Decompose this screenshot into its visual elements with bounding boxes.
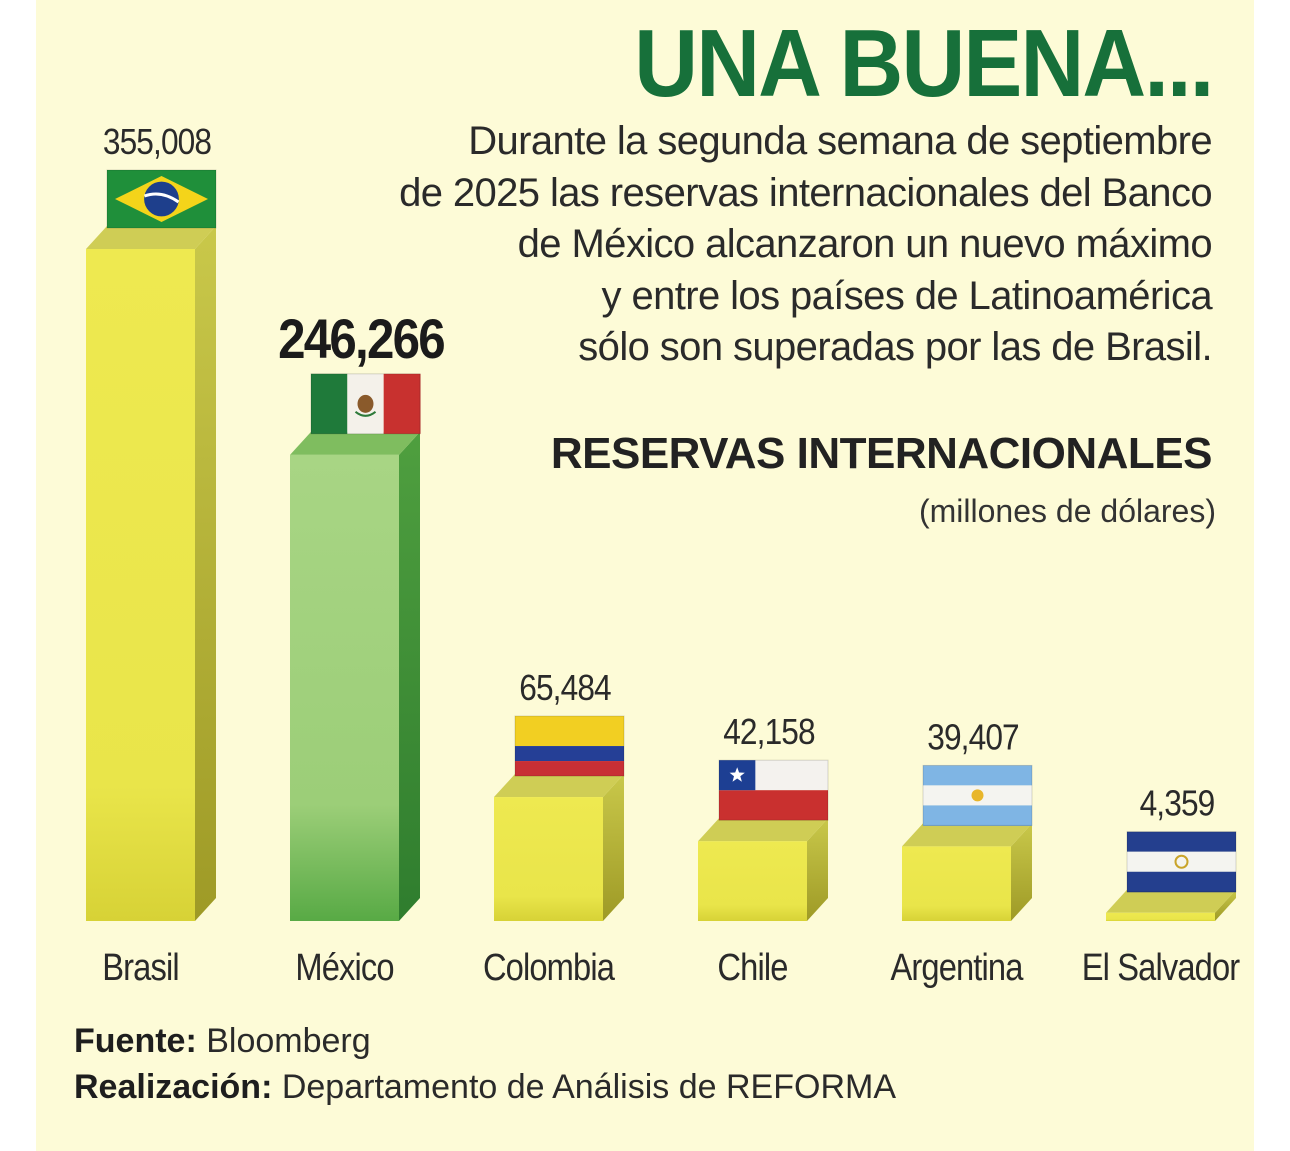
credit-line: Realización: Departamento de Análisis de… — [74, 1064, 896, 1110]
mexico-flag-icon — [310, 373, 421, 435]
bar-front — [86, 249, 195, 921]
bar-side — [807, 818, 828, 921]
chile-flag-icon — [718, 759, 829, 821]
bar-brasil: 355,008 Brasil — [86, 122, 217, 989]
bar-top — [494, 774, 624, 798]
bar-value-label: 4,359 — [1140, 784, 1215, 824]
intro-line: sólo son superadas por las de Brasil. — [578, 325, 1212, 369]
bar-value-label: 42,158 — [723, 712, 815, 752]
intro-text: Durante la segunda semana de septiembre … — [332, 116, 1213, 374]
colombia-flag-icon — [514, 715, 625, 777]
bar-top — [698, 818, 828, 842]
bar-front — [494, 797, 603, 921]
bar-front — [1106, 912, 1215, 921]
bar-front — [698, 841, 807, 921]
bar-colombia: 65,484 Colombia — [483, 668, 625, 989]
source-label: Fuente: — [74, 1022, 197, 1060]
category-label: El Salvador — [1082, 946, 1241, 989]
bar-value-label: 65,484 — [519, 668, 611, 708]
intro-line: de 2025 las reservas internacionales del… — [399, 170, 1213, 215]
bar-side — [1215, 889, 1236, 921]
intro-line: de México alcanzaron un nuevo máximo — [517, 222, 1213, 266]
intro-line: y entre los países de Latinoamérica — [601, 273, 1213, 318]
bar-chile: 42,158 Chile — [698, 712, 829, 989]
bar-value-label: 39,407 — [927, 718, 1019, 758]
source-line: Fuente: Bloomberg — [74, 1018, 896, 1064]
bar-value-label: 355,008 — [103, 122, 211, 162]
bar-chart: 355,008 Brasil 246,266 México 65,484 Colombia… — [86, 122, 1241, 989]
bar-side — [195, 226, 216, 921]
credit-label: Realización: — [74, 1068, 273, 1106]
bar-side — [1011, 823, 1032, 921]
bar-front — [290, 454, 399, 921]
bar-value-label: 246,266 — [278, 308, 444, 371]
argentina-flag-icon — [922, 764, 1033, 826]
intro-line: Durante la segunda semana de septiembre — [468, 119, 1212, 163]
credit-value: Departamento de Análisis de REFORMA — [281, 1068, 897, 1106]
bar-el-salvador: 4,359 El Salvador — [1082, 784, 1241, 989]
el-salvador-flag-icon — [1126, 831, 1237, 893]
brazil-flag-icon — [106, 169, 217, 229]
bar-top — [902, 823, 1032, 847]
chart-title: RESERVAS INTERNACIONALES — [550, 429, 1213, 478]
bar-top — [1106, 889, 1236, 913]
chart-subtitle: (millones de dólares) — [918, 493, 1216, 529]
bar-side — [399, 431, 420, 921]
category-label: Brasil — [102, 946, 179, 989]
category-label: Colombia — [483, 946, 615, 989]
bar-top — [290, 431, 420, 455]
bar-side — [603, 774, 624, 921]
source-credits: Fuente: Bloomberg Realización: Departame… — [74, 1018, 896, 1110]
category-label: Argentina — [890, 946, 1023, 989]
bar-front — [902, 846, 1011, 921]
bar-argentina: 39,407 Argentina — [890, 718, 1033, 989]
category-label: México — [295, 946, 394, 989]
infographic-panel — [36, 0, 1254, 1151]
source-value: Bloomberg — [206, 1022, 371, 1060]
bar-méxico: 246,266 México — [278, 308, 446, 989]
headline: UNA BUENA... — [633, 10, 1214, 117]
category-label: Chile — [717, 946, 787, 989]
bar-top — [86, 226, 216, 249]
